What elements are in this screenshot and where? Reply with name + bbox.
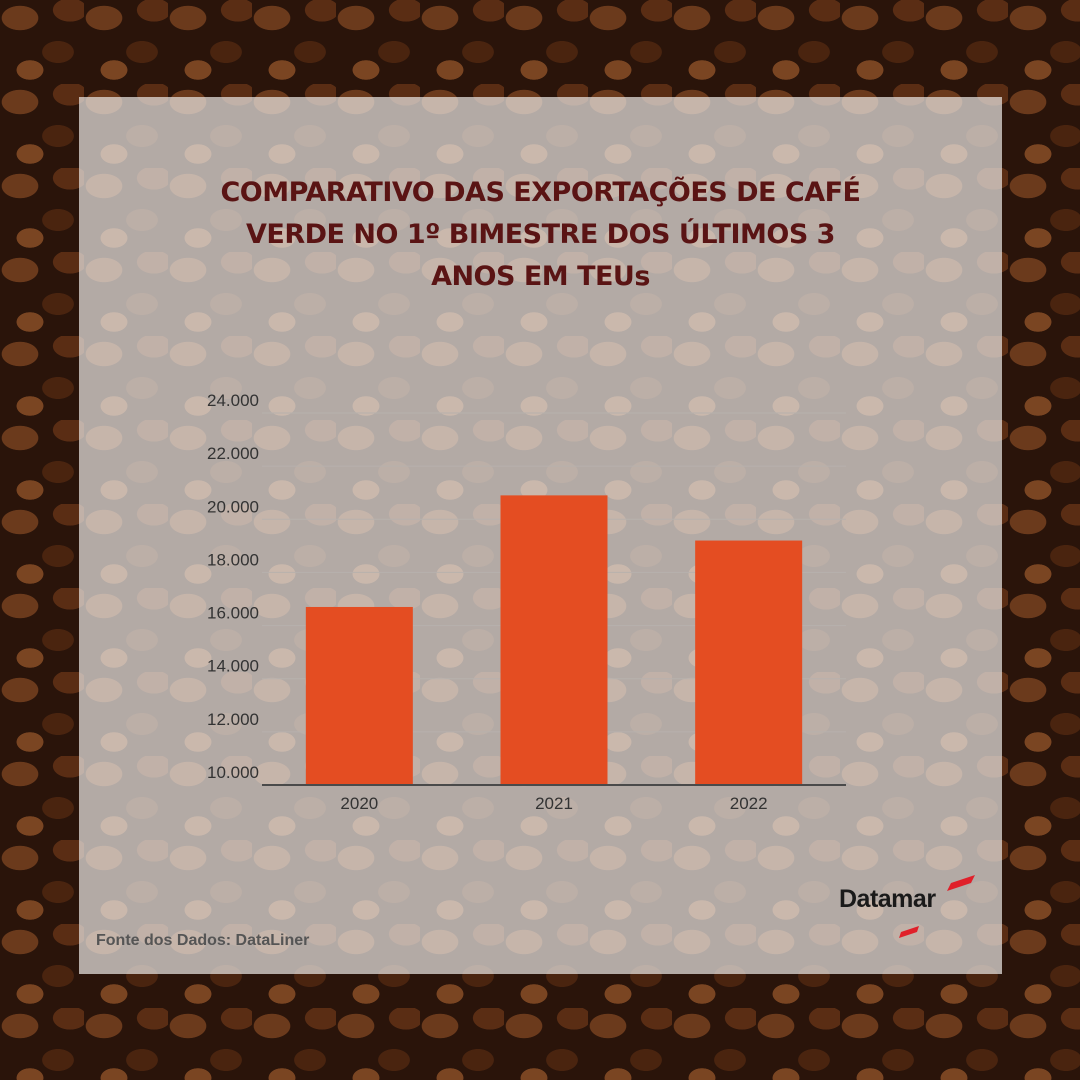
y-tick-label: 18.000 — [207, 550, 259, 569]
chart-title-line: ANOS EM TEUs — [431, 261, 650, 292]
bar-2022 — [695, 540, 803, 785]
logo-wordmark: Datamar — [839, 885, 936, 913]
data-source-note: Fonte dos Dados: DataLiner — [96, 932, 310, 949]
y-tick-label: 12.000 — [207, 710, 259, 729]
x-tick-label: 2020 — [340, 794, 378, 813]
bar-chart: 10.000 12.000 14.000 16.000 18.000 20.000 22.0… — [207, 391, 846, 813]
chart-title-line: VERDE NO 1º BIMESTRE DOS ÚLTIMOS 3 — [246, 219, 835, 250]
x-tick-label: 2021 — [535, 794, 573, 813]
x-tick-label: 2022 — [730, 794, 768, 813]
y-tick-label: 22.000 — [207, 444, 259, 463]
chart-panel: COMPARATIVO DAS EXPORTAÇÕES DE CAFÉ VERD… — [79, 97, 1002, 974]
y-tick-label: 16.000 — [207, 604, 259, 623]
bar-2021 — [500, 495, 608, 785]
y-tick-label: 20.000 — [207, 497, 259, 516]
bar-2020 — [305, 606, 413, 785]
y-tick-label: 10.000 — [207, 763, 259, 782]
datamar-logo: Datamar — [839, 875, 979, 945]
y-tick-label: 24.000 — [207, 391, 259, 410]
chart-title: COMPARATIVO DAS EXPORTAÇÕES DE CAFÉ VERD… — [79, 172, 1002, 298]
chart-title-line: COMPARATIVO DAS EXPORTAÇÕES DE CAFÉ — [220, 177, 861, 208]
logo-slash-icon — [899, 875, 975, 938]
y-tick-label: 14.000 — [207, 657, 259, 676]
